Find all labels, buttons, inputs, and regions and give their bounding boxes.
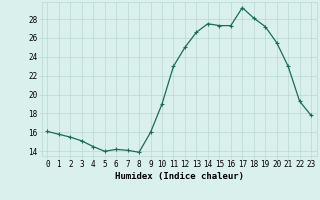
X-axis label: Humidex (Indice chaleur): Humidex (Indice chaleur) [115,172,244,181]
